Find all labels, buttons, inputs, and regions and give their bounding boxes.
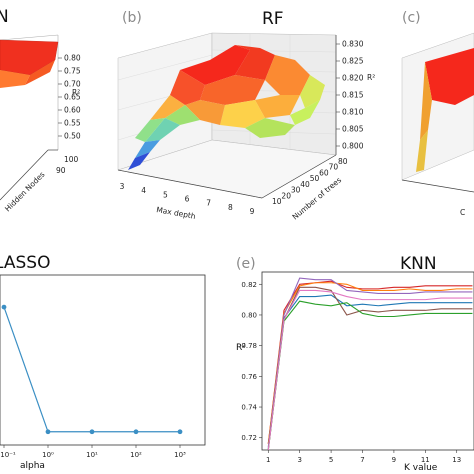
panel-d-xtick-label: 10³ bbox=[174, 451, 186, 459]
panel-a-box-edge bbox=[0, 34, 59, 41]
panel-b-xtick-label: 8 bbox=[228, 203, 233, 212]
panel-b-xtick-label: 4 bbox=[141, 186, 146, 195]
panel-b-axis-y bbox=[261, 154, 337, 199]
panel-e-ytick-label: 0.76 bbox=[241, 373, 257, 381]
panel-b-ztick-label: 0.830 bbox=[342, 40, 364, 49]
panel-e-xtick-label: 1 bbox=[266, 456, 270, 464]
panel-b-label: (b) bbox=[122, 10, 142, 26]
panel-c: (c) C bbox=[401, 10, 474, 217]
panel-e-ytick-label: 0.72 bbox=[241, 434, 257, 442]
panel-d-xtick-label: 10⁰ bbox=[42, 451, 54, 459]
panel-e-ytick-label: 0.82 bbox=[241, 281, 257, 289]
panel-d-frame bbox=[0, 274, 206, 446]
panel-e-xtick-label: 3 bbox=[297, 456, 301, 464]
panel-b-ytick-label: 10 bbox=[272, 197, 282, 206]
panel-b-ytick-label: 80 bbox=[338, 157, 348, 166]
panel-b-ztick-label: 0.805 bbox=[342, 125, 364, 134]
panel-a-title: N bbox=[0, 7, 9, 27]
panel-d-series-line bbox=[3, 306, 180, 433]
panel-a-ztick-label: 0.55 bbox=[64, 119, 81, 128]
panel-a-xlabel: Hidden Nodes bbox=[3, 170, 47, 214]
panel-b-zlabel: R² bbox=[367, 73, 375, 82]
panel-e-series-line-2 bbox=[267, 282, 473, 444]
panel-e-xlabel: K value bbox=[404, 463, 438, 473]
panel-e-series-line-7 bbox=[267, 289, 473, 451]
panel-b: (b) RF bbox=[117, 9, 375, 222]
panel-b-xtick-label: 6 bbox=[185, 195, 190, 204]
panel-b-xtick-label: 7 bbox=[206, 199, 211, 208]
panel-a-ztick-label: 0.75 bbox=[64, 67, 81, 76]
panel-a-xtick-label: 100 bbox=[64, 155, 79, 164]
panel-b-xtick-label: 3 bbox=[120, 182, 125, 191]
panel-c-surface bbox=[420, 62, 432, 140]
panel-d-xtick-label: 10⁻¹ bbox=[0, 451, 16, 459]
panel-c-xlabel: C bbox=[460, 208, 465, 217]
panel-d-xlabel: alpha bbox=[20, 461, 45, 471]
panel-a-xtick-label: 90 bbox=[56, 166, 66, 175]
panel-e-frame bbox=[261, 271, 474, 451]
panel-c-surface bbox=[416, 130, 428, 172]
panel-e-xtick-label: 5 bbox=[329, 456, 333, 464]
panel-b-xtick-label: 5 bbox=[163, 190, 168, 199]
panel-a-zlabel: R² bbox=[72, 88, 80, 97]
panel-a-ztick-label: 0.50 bbox=[64, 132, 81, 141]
panel-d-point bbox=[89, 429, 95, 435]
panel-e-series-line-4 bbox=[267, 294, 473, 449]
panel-e-title: KNN bbox=[400, 254, 437, 274]
panel-c-axis-x bbox=[401, 179, 474, 193]
panel-b-ytick-label: 70 bbox=[329, 163, 339, 172]
panel-a: N 0.800.750.700.650.600.550.50 R² 10090 … bbox=[0, 7, 81, 213]
panel-d-point bbox=[133, 429, 139, 435]
panel-b-ztick-label: 0.800 bbox=[342, 142, 364, 151]
panel-d-xtick-label: 10² bbox=[130, 451, 142, 459]
panel-a-ztick-label: 0.80 bbox=[64, 54, 81, 63]
panel-d-title: LASSO bbox=[0, 253, 50, 273]
panel-a-ztick-label: 0.60 bbox=[64, 106, 81, 115]
panel-d: LASSO 10⁻¹ 10⁰ 10¹ 10² 10³ alpha bbox=[0, 253, 206, 471]
panel-b-ytick-label: 60 bbox=[319, 168, 329, 177]
panel-b-title: RF bbox=[262, 9, 284, 29]
panel-e-ytick-label: 0.80 bbox=[241, 311, 257, 319]
panel-e-xtick-label: 11 bbox=[421, 456, 430, 464]
panel-e-xtick-label: 7 bbox=[360, 456, 364, 464]
panel-b-ztick-label: 0.820 bbox=[342, 74, 364, 83]
panel-b-xtick-label: 9 bbox=[250, 207, 255, 216]
panel-d-point bbox=[177, 429, 183, 435]
panel-e-label: (e) bbox=[236, 256, 256, 272]
panel-b-ytick-label: 30 bbox=[291, 186, 301, 195]
panel-b-ztick-label: 0.815 bbox=[342, 91, 364, 100]
panel-e-series-line-5 bbox=[267, 286, 473, 451]
panel-d-point bbox=[1, 304, 7, 310]
panel-b-ytick-label: 20 bbox=[281, 191, 291, 200]
panel-e-ytick-label: 0.74 bbox=[241, 404, 257, 412]
panel-e: (e) KNN 0.720.740.760.780.800.82 1 3 5 7 9 11… bbox=[236, 254, 474, 473]
panel-e-series-line-1 bbox=[267, 280, 473, 444]
panel-e-ylabel: R² bbox=[236, 343, 246, 353]
panel-b-ztick-label: 0.810 bbox=[342, 108, 364, 117]
panel-b-ztick-label: 0.825 bbox=[342, 57, 364, 66]
panel-e-xtick-label: 13 bbox=[452, 456, 461, 464]
panel-e-xtick-label: 9 bbox=[392, 456, 396, 464]
panel-a-axis-x bbox=[0, 149, 49, 201]
panel-e-series-line-6 bbox=[267, 300, 473, 451]
panel-b-ytick-label: 40 bbox=[300, 180, 310, 189]
panel-b-surface bbox=[128, 45, 325, 170]
panel-a-surface bbox=[0, 70, 30, 88]
panel-b-axis-x bbox=[117, 169, 263, 199]
panel-c-label: (c) bbox=[402, 10, 421, 26]
panel-c-surface bbox=[425, 48, 474, 105]
panel-a-ztick-label: 0.70 bbox=[64, 80, 81, 89]
panel-e-ytick-label: 0.78 bbox=[241, 342, 257, 350]
panel-b-ytick-label: 50 bbox=[310, 174, 320, 183]
panel-b-xlabel: Max depth bbox=[156, 205, 197, 221]
panel-d-point bbox=[45, 429, 51, 435]
panel-d-xtick-label: 10¹ bbox=[86, 451, 98, 459]
panel-e-series-line-3 bbox=[267, 277, 473, 447]
panel-a-surface bbox=[25, 60, 55, 85]
panel-a-ztick-label: 0.65 bbox=[64, 93, 81, 102]
